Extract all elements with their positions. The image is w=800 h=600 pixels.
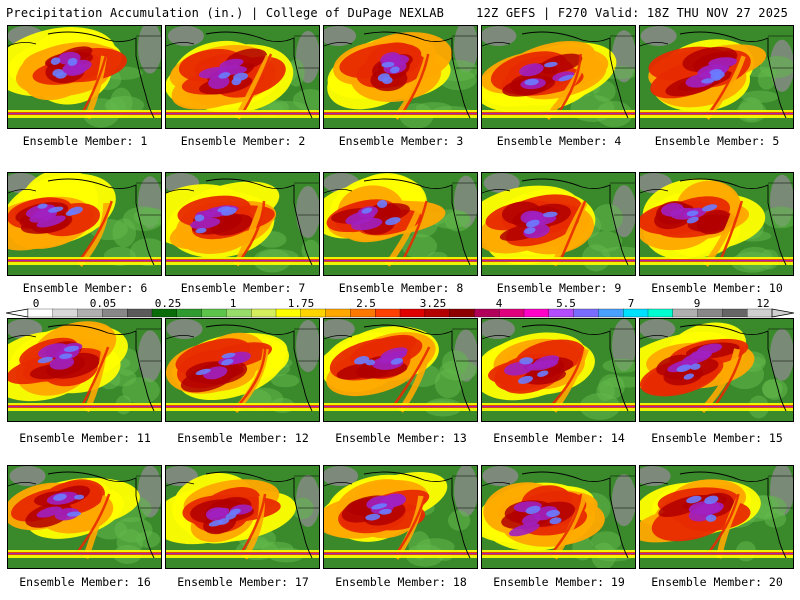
scale-color-swatch	[350, 308, 376, 318]
scale-color-swatch	[623, 308, 649, 318]
scale-tick-label: 3.25	[419, 297, 447, 310]
ensemble-map-14	[481, 318, 636, 422]
ensemble-map-5	[639, 25, 794, 129]
scale-color-swatch	[77, 308, 103, 318]
ensemble-member-label-12: Ensemble Member: 12	[177, 431, 309, 445]
ensemble-member-label-16: Ensemble Member: 16	[19, 575, 151, 589]
scale-color-swatch	[226, 308, 252, 318]
ensemble-map-9	[481, 172, 636, 276]
run-valid-info: 12Z GEFS | F270 Valid: 18Z THU NOV 27 20…	[476, 6, 788, 20]
ensemble-map-16	[7, 465, 162, 569]
ensemble-map-20	[639, 465, 794, 569]
scale-color-swatch	[325, 308, 351, 318]
scale-color-swatch	[151, 308, 178, 318]
scale-color-swatch	[27, 308, 54, 318]
scale-tick-label: 0	[32, 297, 40, 310]
ensemble-member-label-3: Ensemble Member: 3	[338, 134, 464, 148]
scale-color-swatch	[449, 308, 475, 318]
scale-color-swatch	[499, 308, 525, 318]
scale-color-swatch	[598, 308, 624, 318]
scale-color-swatch	[102, 308, 128, 318]
scale-tick-label: 2.5	[356, 297, 376, 310]
scale-color-swatch	[474, 308, 500, 318]
ensemble-map-18	[323, 465, 478, 569]
scale-tick-label: 1	[229, 297, 237, 310]
scale-color-swatch	[697, 308, 723, 318]
ensemble-map-19	[481, 465, 636, 569]
ensemble-member-label-15: Ensemble Member: 15	[651, 431, 783, 445]
scale-tick-label: 4	[495, 297, 503, 310]
ensemble-member-label-17: Ensemble Member: 17	[177, 575, 309, 589]
ensemble-member-label-6: Ensemble Member: 6	[22, 281, 148, 295]
ensemble-member-label-14: Ensemble Member: 14	[493, 431, 625, 445]
page-title: Precipitation Accumulation (in.) | Colle…	[6, 6, 445, 20]
ensemble-map-3	[323, 25, 478, 129]
scale-color-swatch	[375, 308, 401, 318]
scale-color-swatch	[647, 308, 674, 318]
scale-tick-label: 7	[627, 297, 635, 310]
ensemble-map-1	[7, 25, 162, 129]
ensemble-member-label-1: Ensemble Member: 1	[22, 134, 148, 148]
ensemble-map-8	[323, 172, 478, 276]
scale-color-swatch	[251, 308, 277, 318]
scale-tick-label: 0.25	[154, 297, 182, 310]
ensemble-map-4	[481, 25, 636, 129]
scale-arrow-left	[6, 308, 29, 318]
scale-color-swatch	[300, 308, 327, 318]
ensemble-member-label-20: Ensemble Member: 20	[651, 575, 783, 589]
scale-color-swatch	[523, 308, 550, 318]
ensemble-map-6	[7, 172, 162, 276]
scale-color-swatch	[573, 308, 599, 318]
scale-arrow-right	[771, 308, 794, 318]
scale-color-swatch	[399, 308, 426, 318]
scale-color-swatch	[548, 308, 575, 318]
ensemble-map-10	[639, 172, 794, 276]
ensemble-member-label-19: Ensemble Member: 19	[493, 575, 625, 589]
ensemble-member-label-8: Ensemble Member: 8	[338, 281, 464, 295]
precipitation-color-scale	[6, 308, 794, 318]
scale-color-swatch	[747, 308, 773, 318]
scale-color-swatch	[424, 308, 451, 318]
ensemble-map-15	[639, 318, 794, 422]
scale-color-swatch	[672, 308, 699, 318]
scale-color-swatch	[201, 308, 227, 318]
ensemble-member-label-5: Ensemble Member: 5	[654, 134, 780, 148]
scale-color-swatch	[176, 308, 203, 318]
ensemble-map-13	[323, 318, 478, 422]
ensemble-map-12	[165, 318, 320, 422]
ensemble-map-11	[7, 318, 162, 422]
ensemble-map-7	[165, 172, 320, 276]
ensemble-member-label-11: Ensemble Member: 11	[19, 431, 151, 445]
scale-color-swatch	[275, 308, 302, 318]
scale-tick-label: 9	[693, 297, 701, 310]
scale-color-swatch	[722, 308, 748, 318]
ensemble-member-label-13: Ensemble Member: 13	[335, 431, 467, 445]
ensemble-member-label-10: Ensemble Member: 10	[651, 281, 783, 295]
scale-tick-label: 0.05	[89, 297, 117, 310]
scale-tick-label: 1.75	[287, 297, 315, 310]
ensemble-map-17	[165, 465, 320, 569]
scale-color-swatch	[52, 308, 79, 318]
ensemble-member-label-9: Ensemble Member: 9	[496, 281, 622, 295]
ensemble-map-2	[165, 25, 320, 129]
ensemble-member-label-2: Ensemble Member: 2	[180, 134, 306, 148]
ensemble-member-label-7: Ensemble Member: 7	[180, 281, 306, 295]
scale-color-swatch	[127, 308, 153, 318]
ensemble-member-label-4: Ensemble Member: 4	[496, 134, 622, 148]
ensemble-member-label-18: Ensemble Member: 18	[335, 575, 467, 589]
scale-tick-label: 12	[756, 297, 770, 310]
scale-tick-label: 5.5	[556, 297, 576, 310]
